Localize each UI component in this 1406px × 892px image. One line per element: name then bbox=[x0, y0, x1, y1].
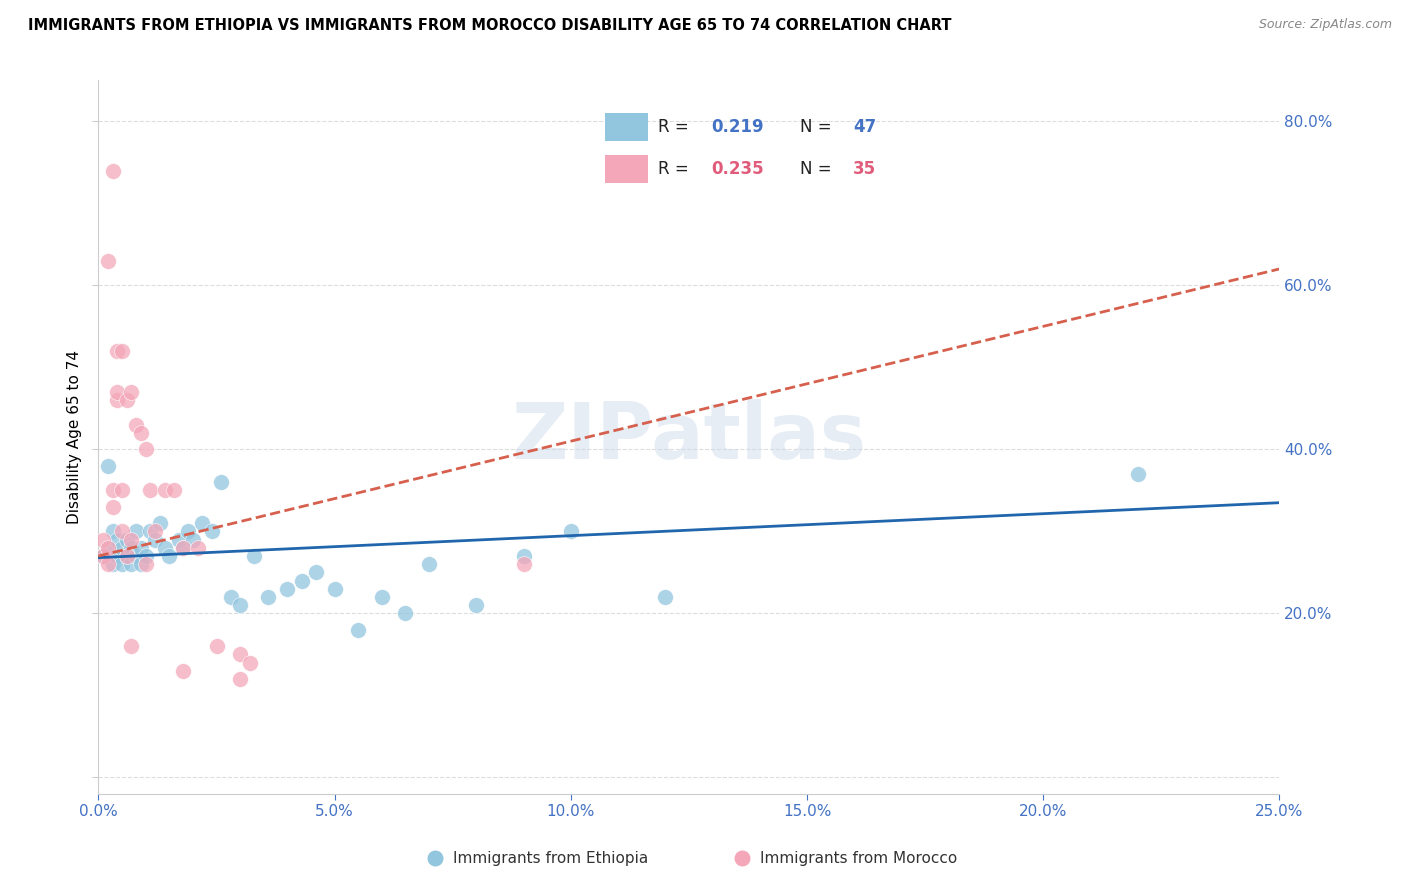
Point bbox=[105, 393, 128, 408]
Point bbox=[129, 541, 152, 555]
Point bbox=[153, 483, 176, 498]
Text: Source: ZipAtlas.com: Source: ZipAtlas.com bbox=[1258, 18, 1392, 31]
Point bbox=[125, 524, 148, 539]
Point bbox=[105, 533, 128, 547]
Point bbox=[101, 483, 124, 498]
Point bbox=[243, 549, 266, 563]
Point bbox=[143, 533, 166, 547]
Point bbox=[115, 533, 138, 547]
Point bbox=[97, 558, 120, 572]
Text: ZIPatlas: ZIPatlas bbox=[512, 399, 866, 475]
Point bbox=[125, 549, 148, 563]
Point bbox=[512, 558, 534, 572]
Point bbox=[201, 524, 224, 539]
Point bbox=[139, 524, 162, 539]
Point bbox=[129, 425, 152, 440]
Point bbox=[115, 549, 138, 563]
Point bbox=[153, 541, 176, 555]
Point bbox=[219, 590, 242, 604]
Point bbox=[257, 590, 280, 604]
Point bbox=[101, 163, 124, 178]
Point bbox=[209, 475, 232, 490]
Point bbox=[654, 590, 676, 604]
Point bbox=[157, 549, 180, 563]
Point bbox=[290, 574, 312, 588]
Point bbox=[172, 664, 194, 678]
Y-axis label: Disability Age 65 to 74: Disability Age 65 to 74 bbox=[66, 350, 82, 524]
Point bbox=[105, 343, 128, 358]
Text: Immigrants from Morocco: Immigrants from Morocco bbox=[759, 851, 957, 865]
Point bbox=[97, 253, 120, 268]
Point bbox=[121, 639, 143, 653]
Point bbox=[125, 417, 148, 432]
Point bbox=[135, 558, 157, 572]
Point bbox=[394, 607, 416, 621]
Point bbox=[91, 549, 114, 563]
Point bbox=[97, 541, 120, 555]
Point bbox=[121, 384, 143, 399]
Point bbox=[91, 533, 114, 547]
Point bbox=[172, 541, 194, 555]
Point bbox=[239, 656, 262, 670]
Point bbox=[97, 541, 120, 555]
Point bbox=[121, 533, 143, 547]
Point bbox=[149, 516, 172, 531]
Point bbox=[135, 442, 157, 457]
Point bbox=[105, 384, 128, 399]
Point bbox=[121, 541, 143, 555]
Point bbox=[143, 524, 166, 539]
Point bbox=[111, 483, 134, 498]
Point bbox=[97, 458, 120, 473]
Point bbox=[229, 672, 252, 686]
Point bbox=[105, 549, 128, 563]
Point bbox=[101, 500, 124, 514]
Point bbox=[111, 524, 134, 539]
Point bbox=[139, 483, 162, 498]
Point bbox=[229, 648, 252, 662]
Point bbox=[181, 533, 204, 547]
Point bbox=[1126, 467, 1149, 481]
Point bbox=[177, 524, 200, 539]
Point bbox=[371, 590, 394, 604]
Point bbox=[129, 558, 152, 572]
Point bbox=[101, 558, 124, 572]
Point bbox=[418, 558, 440, 572]
Point bbox=[191, 516, 214, 531]
Point bbox=[111, 541, 134, 555]
Point bbox=[111, 558, 134, 572]
Point bbox=[167, 533, 190, 547]
Point bbox=[101, 524, 124, 539]
Point bbox=[135, 549, 157, 563]
Point bbox=[163, 483, 186, 498]
Point bbox=[115, 393, 138, 408]
Point bbox=[305, 566, 328, 580]
Point bbox=[172, 541, 194, 555]
Text: Immigrants from Ethiopia: Immigrants from Ethiopia bbox=[453, 851, 648, 865]
Point bbox=[111, 343, 134, 358]
Point bbox=[229, 599, 252, 613]
Point bbox=[187, 541, 209, 555]
Point bbox=[465, 599, 488, 613]
Text: IMMIGRANTS FROM ETHIOPIA VS IMMIGRANTS FROM MOROCCO DISABILITY AGE 65 TO 74 CORR: IMMIGRANTS FROM ETHIOPIA VS IMMIGRANTS F… bbox=[28, 18, 952, 33]
Point bbox=[276, 582, 298, 596]
Point bbox=[512, 549, 534, 563]
Point bbox=[560, 524, 582, 539]
Point bbox=[115, 549, 138, 563]
Point bbox=[91, 549, 114, 563]
Point bbox=[205, 639, 228, 653]
Point bbox=[323, 582, 346, 596]
Point bbox=[347, 623, 370, 637]
Point bbox=[121, 558, 143, 572]
